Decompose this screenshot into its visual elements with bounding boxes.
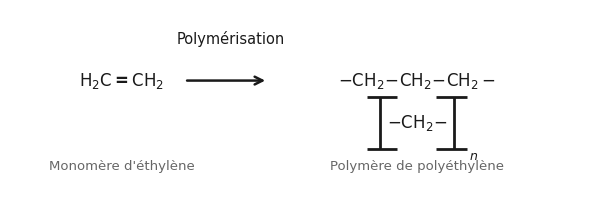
Text: Monomère d'éthylène: Monomère d'éthylène (49, 160, 194, 173)
Text: n: n (469, 150, 477, 163)
Text: Polymère de polyéthylène: Polymère de polyéthylène (330, 160, 504, 173)
Text: Polymérisation: Polymérisation (176, 31, 285, 47)
Text: $-$CH$_2\!-\!$CH$_2\!-\!$CH$_2-$: $-$CH$_2\!-\!$CH$_2\!-\!$CH$_2-$ (338, 71, 496, 91)
Text: H$_2$C$\mathbf{=}$CH$_2$: H$_2$C$\mathbf{=}$CH$_2$ (79, 71, 164, 91)
Text: $-$CH$_2$$-$: $-$CH$_2$$-$ (386, 113, 447, 133)
